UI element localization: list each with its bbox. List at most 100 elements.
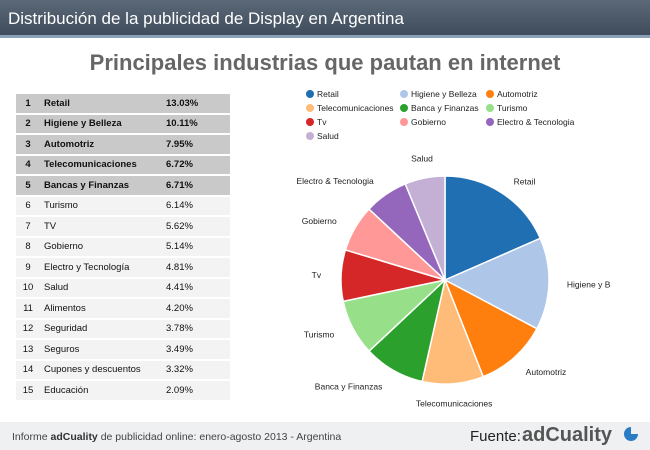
legend-swatch	[306, 104, 314, 112]
legend-label: Telecomunicaciones	[317, 103, 394, 113]
industry-cell: Automotriz	[40, 134, 162, 156]
legend-label: Automotriz	[497, 89, 538, 99]
industry-cell: Gobierno	[40, 236, 162, 258]
industry-cell: Seguros	[40, 339, 162, 361]
rank-cell: 11	[16, 298, 40, 320]
pie-logo-icon	[624, 427, 638, 441]
brand-logo-text: adCuality	[522, 424, 613, 446]
rank-cell: 4	[16, 154, 40, 176]
legend-label: Gobierno	[411, 117, 446, 127]
pie-slice	[444, 175, 542, 282]
percent-cell: 5.62%	[162, 216, 230, 238]
header-bar: Distribución de la publicidad de Display…	[0, 0, 650, 38]
percent-cell: 4.41%	[162, 277, 230, 299]
table-row: 8 Gobierno 5.14%	[16, 236, 230, 258]
footer-bar: Informe adCuality de publicidad online: …	[0, 422, 650, 450]
slice-label: Salud	[411, 153, 433, 163]
slide-subtitle: Principales industrias que pautan en int…	[89, 50, 561, 75]
table-row: 1 Retail 13.03%	[16, 94, 230, 115]
rank-cell: 15	[16, 380, 40, 402]
slice-label: Retail	[514, 176, 536, 186]
industry-cell: Seguridad	[40, 318, 162, 340]
industry-cell: TV	[40, 216, 162, 238]
rank-cell: 12	[16, 318, 40, 340]
pie-slice	[443, 237, 550, 330]
percent-cell: 6.72%	[162, 154, 230, 176]
table-row: 7 TV 5.62%	[16, 216, 230, 238]
industry-cell: Turismo	[40, 195, 162, 217]
source-label: Fuente:	[470, 428, 521, 445]
percent-cell: 2.09%	[162, 380, 230, 402]
slice-label: Higiene y Belleza	[567, 279, 610, 289]
percent-cell: 3.32%	[162, 359, 230, 381]
slice-label: Automotriz	[526, 367, 567, 377]
slice-label: Banca y Finanzas	[315, 381, 383, 391]
legend-swatch	[486, 90, 494, 98]
industry-cell: Salud	[40, 277, 162, 299]
report-suffix: de publicidad online: enero-agosto 2013 …	[97, 431, 342, 443]
percent-cell: 7.95%	[162, 134, 230, 156]
rank-cell: 7	[16, 216, 40, 238]
legend-swatch	[400, 118, 408, 126]
rank-cell: 2	[16, 113, 40, 135]
industry-ranking-table: 1 Retail 13.03% 2 Higiene y Belleza 10.11% 3 Au…	[16, 94, 230, 402]
legend-swatch	[306, 90, 314, 98]
percent-cell: 4.20%	[162, 298, 230, 320]
slice-labels: Retail Higiene y Belleza Automotriz Telecom…	[296, 153, 610, 408]
rank-cell: 8	[16, 236, 40, 258]
percent-cell: 6.71%	[162, 175, 230, 197]
table-row: 10 Salud 4.41%	[16, 277, 230, 299]
percent-cell: 5.14%	[162, 236, 230, 258]
report-prefix: Informe	[12, 431, 51, 443]
percent-cell: 6.14%	[162, 195, 230, 217]
table-row: 5 Bancas y Finanzas 6.71%	[16, 175, 230, 197]
table-row: 6 Turismo 6.14%	[16, 195, 230, 217]
table-row: 2 Higiene y Belleza 10.11%	[16, 113, 230, 135]
industry-cell: Retail	[40, 94, 162, 115]
table-row: 13 Seguros 3.49%	[16, 339, 230, 361]
industry-cell: Cupones y descuentos	[40, 359, 162, 381]
industry-cell: Alimentos	[40, 298, 162, 320]
legend-label: Turismo	[497, 103, 528, 113]
header-divider	[0, 35, 650, 38]
rank-cell: 6	[16, 195, 40, 217]
rank-cell: 5	[16, 175, 40, 197]
chart-legend: Retail Higiene y Belleza Automotriz Telecom…	[306, 89, 575, 141]
pie-slices	[340, 175, 550, 385]
rank-cell: 9	[16, 257, 40, 279]
slice-label: Electro & Tecnologia	[296, 176, 374, 186]
header-title: Distribución de la publicidad de Display…	[8, 9, 404, 28]
rank-cell: 10	[16, 277, 40, 299]
industry-cell: Educación	[40, 380, 162, 402]
slice-label: Turismo	[304, 329, 335, 339]
report-caption: Informe adCuality de publicidad online: …	[12, 431, 341, 443]
percent-cell: 10.11%	[162, 113, 230, 135]
pie-slice	[443, 278, 538, 378]
industry-cell: Higiene y Belleza	[40, 113, 162, 135]
legend-swatch	[486, 118, 494, 126]
legend-label: Banca y Finanzas	[411, 103, 479, 113]
table-row: 4 Telecomunicaciones 6.72%	[16, 154, 230, 176]
slice-label: Tv	[312, 270, 322, 280]
rank-cell: 1	[16, 94, 40, 115]
legend-label: Higiene y Belleza	[411, 89, 477, 99]
slice-label: Gobierno	[302, 216, 337, 226]
slice-label: Telecomunicaciones	[416, 399, 493, 409]
pie-slice	[404, 175, 446, 281]
legend-label: Retail	[317, 89, 339, 99]
report-brand: adCuality	[50, 431, 98, 443]
percent-cell: 13.03%	[162, 94, 230, 115]
legend-swatch	[306, 118, 314, 126]
industry-cell: Telecomunicaciones	[40, 154, 162, 176]
percent-cell: 3.78%	[162, 318, 230, 340]
percent-cell: 3.49%	[162, 339, 230, 361]
percent-cell: 4.81%	[162, 257, 230, 279]
legend-swatch	[400, 90, 408, 98]
legend-label: Electro & Tecnologia	[497, 117, 575, 127]
rank-cell: 14	[16, 359, 40, 381]
industry-cell: Bancas y Finanzas	[40, 175, 162, 197]
legend-label: Tv	[317, 117, 327, 127]
legend-swatch	[486, 104, 494, 112]
table-row: 14 Cupones y descuentos 3.32%	[16, 359, 230, 381]
table-row: 15 Educación 2.09%	[16, 380, 230, 402]
